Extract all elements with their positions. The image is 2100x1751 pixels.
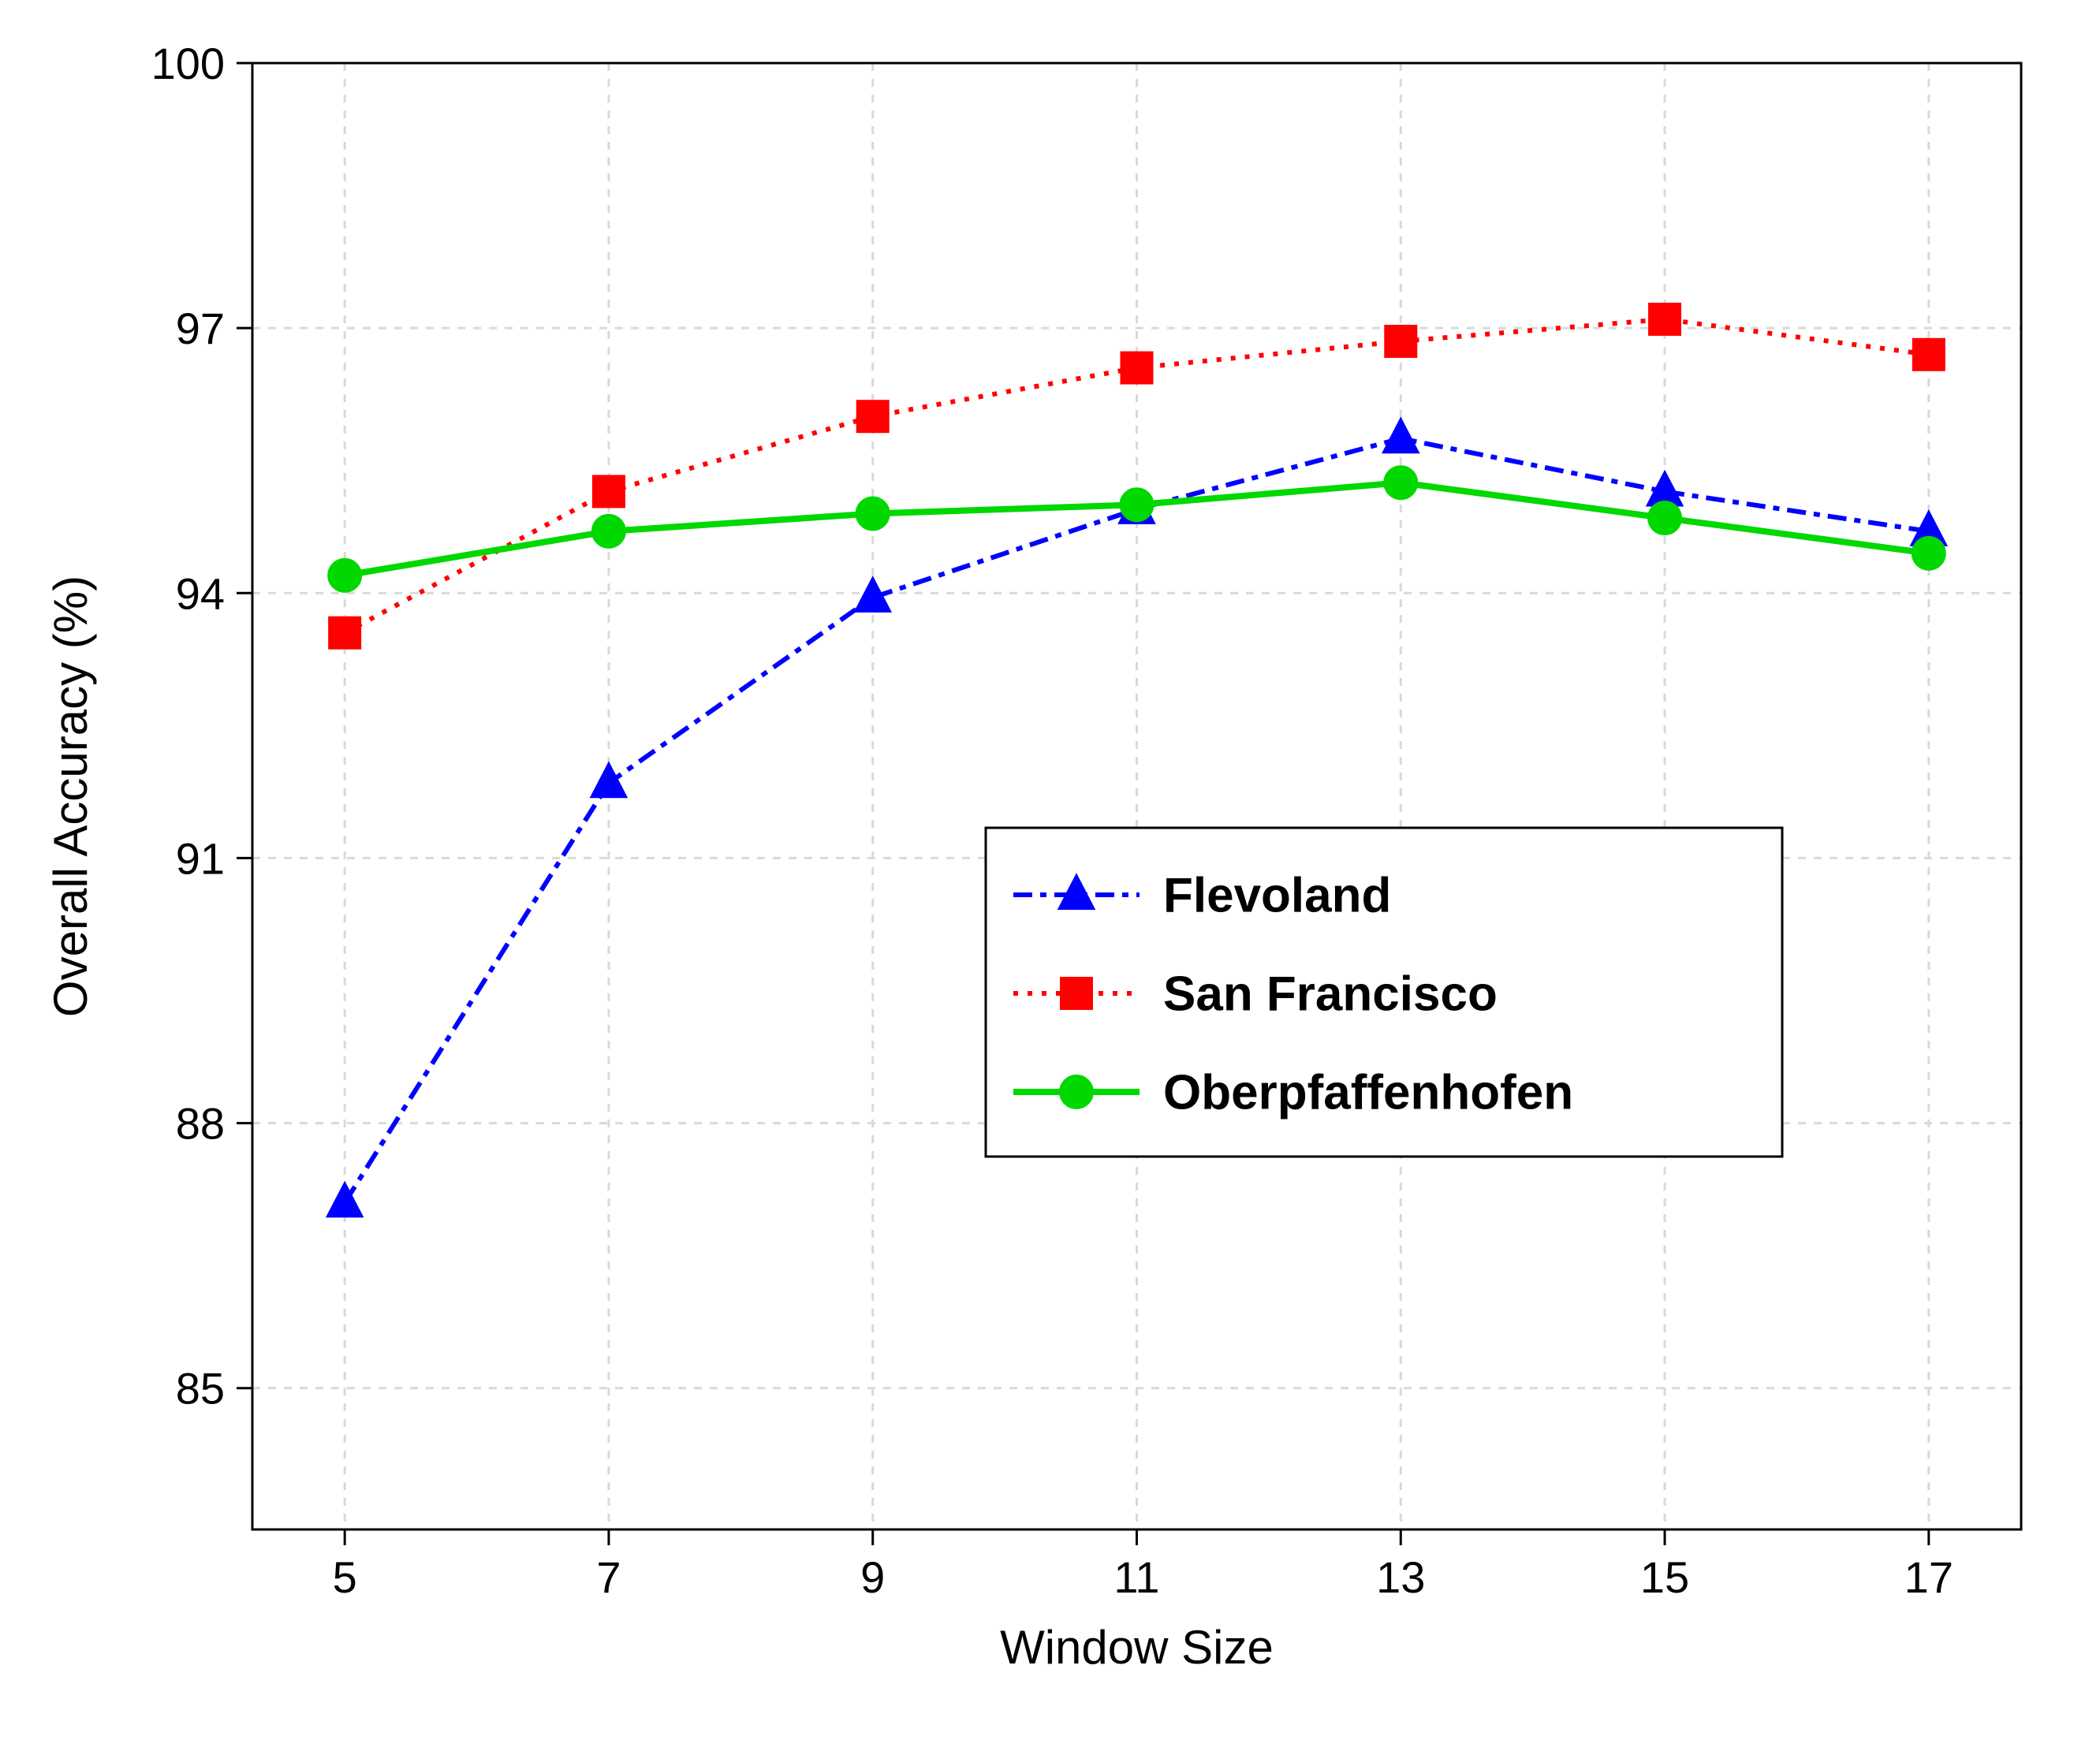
legend-label: Flevoland xyxy=(1163,869,1391,923)
x-axis-label: Window Size xyxy=(1000,1621,1274,1674)
y-tick-label: 91 xyxy=(176,833,225,883)
legend: Flevoland San Francisco Oberpfaffenhofen xyxy=(986,828,1782,1157)
y-tick-label: 88 xyxy=(176,1099,225,1149)
x-tick-label: 13 xyxy=(1376,1552,1425,1602)
legend-label: San Francisco xyxy=(1163,967,1498,1022)
x-tick-label: 5 xyxy=(333,1552,357,1602)
x-tick-label: 11 xyxy=(1113,1552,1159,1602)
x-tick-label: 7 xyxy=(596,1552,621,1602)
legend-label: Oberpfaffenhofen xyxy=(1163,1066,1573,1120)
x-tick-label: 15 xyxy=(1640,1552,1689,1602)
y-tick-label: 97 xyxy=(176,304,225,353)
chart-container: 5 7 9 11 13 15 17 85 88 91 94 97 100 Window Size Overa… xyxy=(0,0,2100,1751)
x-tick-label: 9 xyxy=(860,1552,885,1602)
y-tick-label: 100 xyxy=(151,39,225,88)
line-chart: 5 7 9 11 13 15 17 85 88 91 94 97 100 Window Size Overa… xyxy=(0,0,2100,1751)
x-tick-label: 17 xyxy=(1904,1552,1953,1602)
y-tick-label: 85 xyxy=(176,1364,225,1414)
y-tick-label: 94 xyxy=(176,568,225,618)
y-axis-label: Overall Accuracy (%) xyxy=(44,576,97,1017)
